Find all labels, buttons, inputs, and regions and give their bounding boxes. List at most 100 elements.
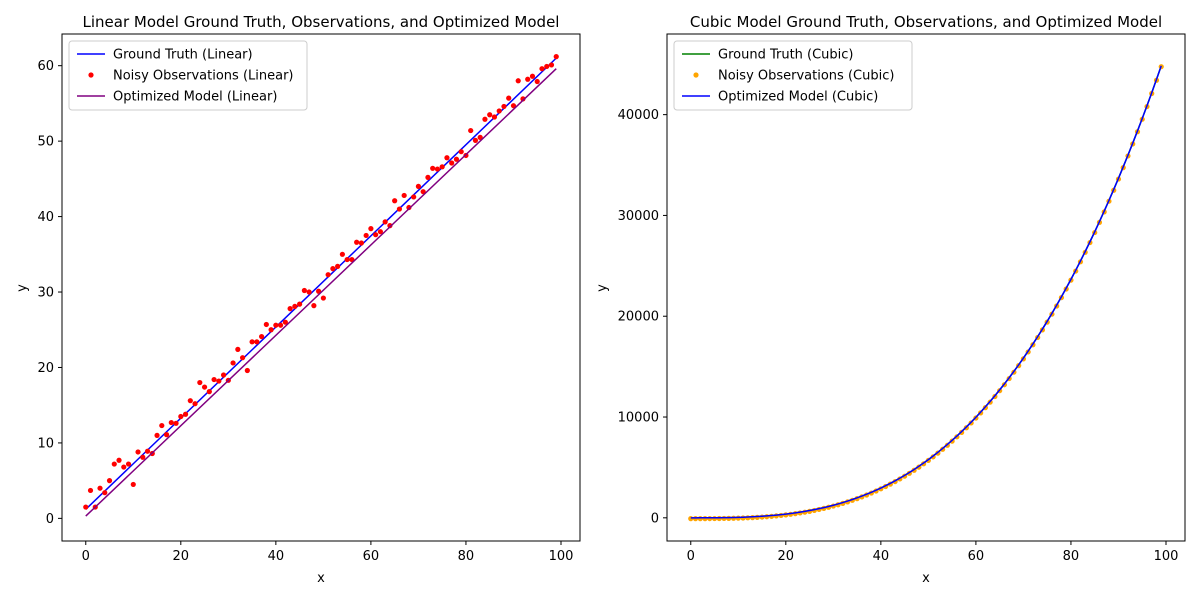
legend-entry-label: Ground Truth (Linear) [113, 48, 253, 63]
legend: Ground Truth (Cubic) Noisy Observations (… [673, 40, 913, 111]
noisy-observations-linear-point [230, 360, 236, 366]
noisy-observations-linear-point [254, 339, 260, 345]
noisy-observations-linear-point [529, 73, 536, 79]
noisy-observations-cubic-point [716, 515, 722, 522]
noisy-observations-linear-point [354, 239, 360, 245]
y-tick-label: 10 [37, 436, 54, 451]
y-tick-label: 50 [37, 135, 54, 150]
noisy-observations-linear-point [544, 63, 550, 70]
noisy-observations-linear-point [482, 116, 488, 122]
noisy-observations-cubic-point [707, 515, 713, 522]
noisy-observations-linear-point [144, 448, 151, 454]
noisy-observations-cubic-point [711, 515, 718, 522]
x-tick-label: 80 [458, 549, 475, 564]
noisy-observations-linear-point [173, 420, 179, 426]
noisy-observations-linear-point [306, 289, 312, 295]
chart-title: Cubic Model Ground Truth, Observations, … [690, 13, 1162, 31]
noisy-observations-linear-point [163, 432, 170, 438]
noisy-observations-linear-point [197, 379, 203, 386]
noisy-observations-linear-point [411, 194, 417, 200]
noisy-observations-linear-point [201, 384, 208, 390]
y-tick-label: 60 [37, 59, 54, 74]
y-tick-label: 20 [37, 361, 54, 376]
noisy-observations-linear-point [116, 457, 122, 463]
axis-ticks: 0 20 40 60 80 100 0 10 20 30 40 50 60 [37, 59, 573, 564]
linear-chart: Linear Model Ground Truth, Observations,… [15, 13, 581, 586]
noisy-observations-linear-point [168, 419, 174, 426]
y-tick-label: 30 [37, 286, 54, 301]
noisy-observations-linear-point [97, 485, 103, 491]
noisy-observations-cubic-point [726, 515, 732, 521]
x-tick-label: 20 [778, 549, 795, 564]
noisy-observations-linear-point [487, 112, 493, 118]
noisy-observations-linear-point [387, 223, 393, 229]
noisy-observations-linear-point [373, 232, 379, 238]
x-tick-label: 20 [173, 549, 190, 564]
noisy-observations-linear-point [263, 321, 269, 328]
noisy-observations-linear-point [458, 149, 464, 155]
noisy-observations-linear-point [320, 295, 326, 301]
plot-frame [61, 33, 581, 542]
noisy-observations-linear-point [220, 372, 227, 378]
x-tick-label: 100 [1154, 549, 1179, 564]
legend-entry-label: Ground Truth (Cubic) [718, 48, 854, 63]
noisy-observations-linear-point [125, 461, 132, 467]
noisy-observations-linear-point [472, 137, 479, 143]
noisy-observations-cubic-point [721, 515, 727, 522]
noisy-observations-linear-point [259, 333, 265, 340]
y-tick-label: 10000 [618, 411, 659, 426]
noisy-observations-linear-point [344, 256, 350, 263]
noisy-observations-linear-point [187, 398, 193, 404]
legend-entry-label: Optimized Model (Linear) [113, 90, 277, 105]
noisy-observations-linear-point [453, 156, 460, 162]
y-tick-label: 30000 [618, 209, 659, 224]
noisy-observations-linear-point [121, 464, 127, 470]
axis-ticks: 0 20 40 60 80 100 0 10000 20000 30000 40000 [618, 108, 1179, 564]
noisy-observations-linear-point [311, 303, 317, 309]
optimized-model-linear-line [85, 68, 557, 517]
noisy-observations-linear-point [282, 319, 288, 325]
noisy-observations-linear-point [468, 127, 474, 134]
y-axis-label: y [595, 284, 610, 292]
noisy-observations-linear-point [102, 490, 108, 496]
noisy-observations-linear-point [415, 183, 422, 189]
noisy-observations-linear-point [87, 487, 94, 494]
x-tick-label: 100 [549, 549, 574, 564]
noisy-observations-linear-point [377, 229, 383, 235]
noisy-observations-linear-point [363, 232, 369, 239]
y-axis-label: y [15, 284, 30, 292]
noisy-observations-linear-point [358, 240, 364, 246]
noisy-observations-linear-point [111, 461, 117, 467]
cubic-chart: Cubic Model Ground Truth, Observations, … [595, 13, 1186, 586]
plot-area [667, 34, 1185, 541]
noisy-observations-linear-point [244, 367, 250, 374]
x-tick-label: 0 [687, 549, 695, 564]
noisy-observations-linear-point [444, 155, 450, 161]
noisy-observations-linear-point [534, 78, 540, 85]
noisy-observations-linear-point [330, 266, 336, 272]
noisy-observations-linear-point [106, 478, 113, 484]
legend: Ground Truth (Linear) Noisy Observations … [68, 40, 308, 111]
x-tick-label: 60 [363, 549, 380, 564]
y-tick-label: 20000 [618, 310, 659, 325]
noisy-observations-linear-point [477, 134, 483, 140]
noisy-observations-linear-point [292, 303, 298, 309]
noisy-observations-linear-point [439, 164, 445, 170]
noisy-observations-linear-point [539, 66, 545, 72]
noisy-observations-linear-point [335, 263, 341, 269]
noisy-observations-cubic-point [735, 515, 741, 521]
legend-box [68, 40, 308, 111]
plot-frame [666, 33, 1186, 542]
y-tick-label: 0 [46, 512, 54, 527]
noisy-observations-linear-point [159, 422, 165, 429]
noisy-observations-cubic-point [697, 516, 703, 522]
noisy-observations-cubic-point [730, 515, 737, 521]
noisy-observations-linear-point [178, 413, 184, 420]
noisy-observations-linear-point [406, 204, 412, 211]
noisy-observations-linear-point [548, 62, 555, 68]
noisy-observations-linear-point [192, 401, 198, 407]
noisy-observations-linear-point [301, 287, 307, 294]
noisy-observations-cubic-point [702, 516, 708, 522]
x-axis-label: x [922, 571, 930, 586]
noisy-observations-linear-point [287, 306, 293, 312]
